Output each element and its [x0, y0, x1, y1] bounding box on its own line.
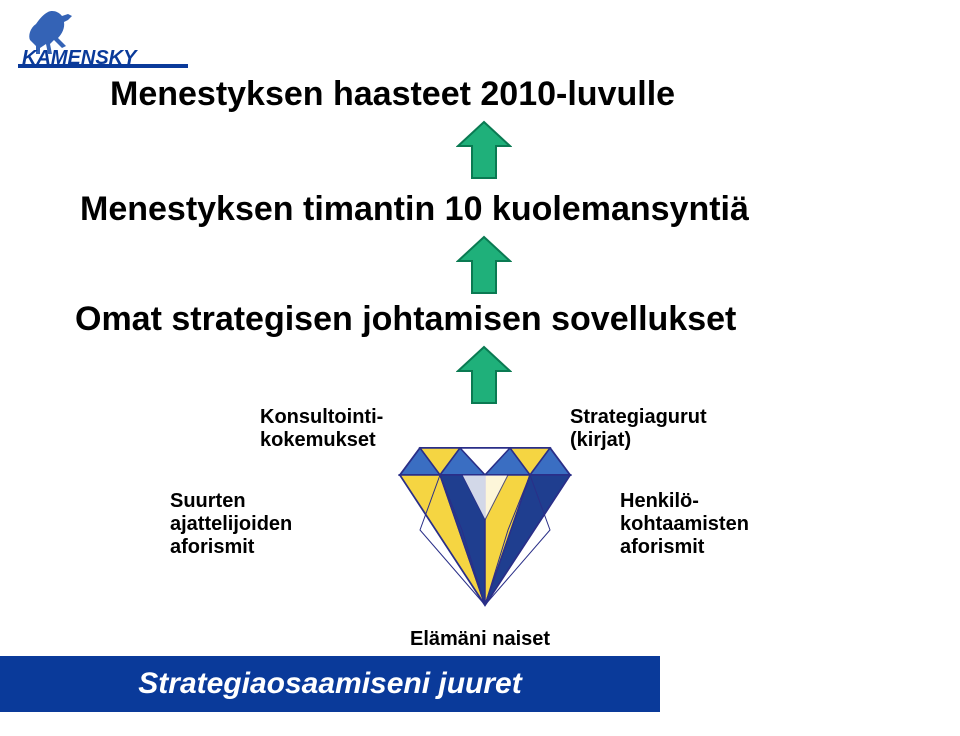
arrow-up-3	[456, 345, 512, 405]
label-line: Henkilö-	[620, 490, 699, 512]
label-thinkers: Suurten ajattelijoiden aforismit	[170, 490, 292, 559]
diamond-graphic	[370, 440, 600, 615]
label-line: ajattelijoiden	[170, 513, 292, 535]
diamond-icon	[370, 440, 600, 610]
label-line: Strategiagurut	[570, 406, 707, 428]
slide: KAMENSKY Menestyksen haasteet 2010-luvul…	[0, 0, 960, 736]
arrow-up-1	[456, 120, 512, 180]
kangaroo-icon: KAMENSKY	[18, 6, 198, 68]
label-line: aforismit	[620, 536, 704, 558]
arrow-shape	[458, 122, 510, 178]
label-consult: Konsultointi- kokemukset	[260, 406, 383, 452]
label-line: Suurten	[170, 490, 246, 512]
label-personal: Henkilö- kohtaamisten aforismit	[620, 490, 749, 559]
headline-2: Menestyksen timantin 10 kuolemansyntiä	[80, 190, 749, 229]
label-line: kohtaamisten	[620, 513, 749, 535]
footer-text: Strategiaosaamiseni juuret	[138, 667, 521, 701]
label-line: Konsultointi-	[260, 406, 383, 428]
brand-logo: KAMENSKY	[18, 6, 198, 68]
footer-bar: Strategiaosaamiseni juuret	[0, 656, 660, 712]
headline-1: Menestyksen haasteet 2010-luvulle	[110, 75, 675, 114]
arrow-up-2	[456, 235, 512, 295]
arrow-shape	[458, 237, 510, 293]
brand-text: KAMENSKY	[22, 47, 138, 68]
headline-3: Omat strategisen johtamisen sovellukset	[75, 300, 736, 339]
arrow-shape	[458, 347, 510, 403]
label-line: aforismit	[170, 536, 254, 558]
label-line: kokemukset	[260, 429, 376, 451]
label-bottom: Elämäni naiset	[410, 628, 550, 651]
